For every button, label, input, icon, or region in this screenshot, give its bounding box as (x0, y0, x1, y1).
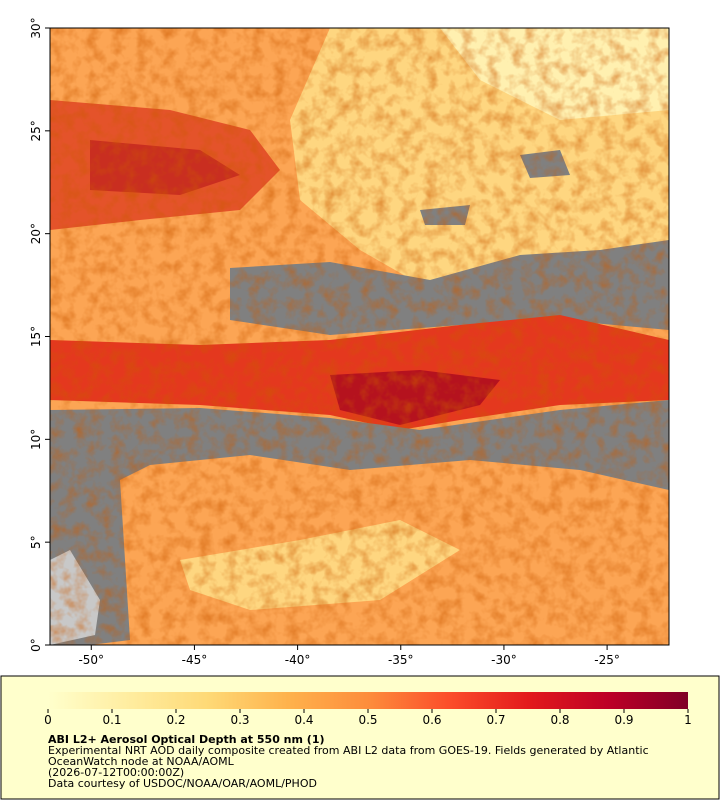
colorbar-tick-label: 0 (44, 713, 52, 727)
y-tick-label: 0° (29, 638, 43, 652)
colorbar-tick-label: 1 (684, 713, 692, 727)
colorbar-tick-label: 0.9 (614, 713, 633, 727)
colorbar-tick-label: 0.1 (102, 713, 121, 727)
y-tick-label: 20° (29, 223, 43, 244)
colorbar-tick-label: 0.6 (422, 713, 441, 727)
caption-line: Data courtesy of USDOC/NOAA/OAR/AOML/PHO… (48, 777, 317, 790)
x-tick-label: -40° (285, 653, 311, 667)
colorbar-tick-label: 0.8 (550, 713, 569, 727)
caption-title: ABI L2+ Aerosol Optical Depth at 550 nm … (48, 733, 325, 746)
caption-line: OceanWatch node at NOAA/AOML (48, 755, 235, 768)
x-tick-label: -50° (78, 653, 104, 667)
y-tick-label: 30° (29, 17, 43, 38)
colorbar-tick-label: 0.3 (230, 713, 249, 727)
caption-line: (2026-07-12T00:00:00Z) (48, 766, 184, 779)
x-tick-label: -30° (491, 653, 517, 667)
x-tick-label: -25° (594, 653, 620, 667)
colorbar-tick-label: 0.2 (166, 713, 185, 727)
x-tick-label: -45° (182, 653, 208, 667)
y-tick-label: 25° (29, 120, 43, 141)
colorbar-tick-label: 0.5 (358, 713, 377, 727)
x-tick-label: -35° (388, 653, 414, 667)
y-tick-label: 5° (29, 535, 43, 549)
colorbar-tick-label: 0.4 (294, 713, 313, 727)
colorbar-tick-label: 0.7 (486, 713, 505, 727)
colorbar (48, 692, 688, 709)
y-tick-label: 10° (29, 429, 43, 450)
caption-line: Experimental NRT AOD daily composite cre… (48, 744, 649, 757)
map-imagery (50, 28, 669, 645)
y-tick-label: 15° (29, 326, 43, 347)
